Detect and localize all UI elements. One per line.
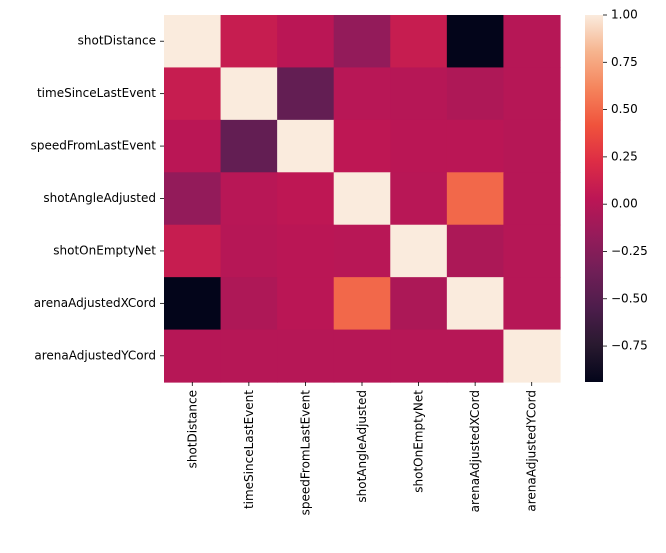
heatmap-cell [503, 119, 561, 173]
heatmap-cell [390, 119, 448, 173]
colorbar-tick-label: −0.50 [611, 291, 648, 305]
heatmap-cell [164, 329, 222, 383]
heatmap-cell [277, 15, 335, 69]
heatmap-cell [277, 119, 335, 173]
heatmap-cell [164, 172, 222, 226]
heatmap-cell [503, 277, 561, 331]
heatmap-cell [164, 277, 222, 331]
heatmap-cell [390, 15, 448, 69]
row-label: arenaAdjustedYCord [34, 348, 156, 362]
heatmap-cell [390, 224, 448, 278]
colorbar-tick-label: 0.50 [611, 102, 638, 116]
heatmap-cell [277, 67, 335, 121]
row-label: shotAngleAdjusted [43, 191, 156, 205]
heatmap-cell [503, 15, 561, 69]
column-label: shotOnEmptyNet [412, 390, 426, 493]
heatmap-cell [446, 224, 505, 278]
row-label: shotOnEmptyNet [53, 243, 156, 257]
heatmap-cell [164, 224, 222, 278]
row-label: timeSinceLastEvent [37, 86, 156, 100]
heatmap-cell [277, 224, 335, 278]
heatmap-cell [446, 15, 505, 69]
heatmap-cell [220, 172, 278, 226]
heatmap-cell [220, 119, 278, 173]
heatmap-cell [446, 277, 505, 331]
column-labels: shotDistance timeSinceLastEvent speedFromL… [185, 382, 539, 516]
column-label: arenaAdjustedXCord [468, 390, 482, 512]
heatmap-cell [333, 15, 391, 69]
heatmap-cell [277, 329, 335, 383]
heatmap-cell [446, 172, 505, 226]
colorbar-tick-label: 0.00 [611, 197, 638, 211]
colorbar-tick-label: −0.75 [611, 339, 648, 353]
heatmap-cell [164, 119, 222, 173]
heatmap-cell [164, 67, 222, 121]
row-label: arenaAdjustedXCord [34, 296, 156, 310]
heatmap-cell [220, 277, 278, 331]
column-label: arenaAdjustedYCord [525, 390, 539, 512]
heatmap-cell [333, 119, 391, 173]
heatmap-cell [446, 67, 505, 121]
heatmap-cells [164, 15, 561, 383]
heatmap-cell [220, 15, 278, 69]
heatmap-cell [390, 67, 448, 121]
heatmap-cell [164, 15, 222, 69]
heatmap-cell [503, 329, 561, 383]
heatmap-cell [333, 224, 391, 278]
row-labels: shotDistance timeSinceLastEvent speedFromL… [31, 34, 164, 362]
heatmap-cell [446, 329, 505, 383]
heatmap-cell [390, 172, 448, 226]
heatmap-cell [220, 67, 278, 121]
column-label: shotAngleAdjusted [355, 390, 369, 503]
heatmap-cell [503, 224, 561, 278]
colorbar-tick-label: 0.75 [611, 55, 638, 69]
column-label: shotDistance [185, 390, 199, 468]
heatmap-cell [220, 329, 278, 383]
heatmap-cell [333, 172, 391, 226]
colorbar-tick-label: 1.00 [611, 8, 638, 22]
colorbar-ticks: 1.00 0.75 0.50 0.25 0.00 −0.25 −0.50 −0.75 [603, 8, 648, 353]
row-label: speedFromLastEvent [31, 139, 157, 153]
heatmap-cell [333, 67, 391, 121]
column-label: speedFromLastEvent [298, 390, 312, 516]
heatmap-cell [446, 119, 505, 173]
heatmap-cell [503, 172, 561, 226]
colorbar-tick-label: 0.25 [611, 149, 638, 163]
column-label: timeSinceLastEvent [242, 390, 256, 509]
row-label: shotDistance [78, 34, 156, 48]
heatmap-cell [390, 277, 448, 331]
heatmap-cell [333, 329, 391, 383]
heatmap-cell [277, 277, 335, 331]
colorbar-gradient [585, 15, 603, 382]
heatmap-cell [390, 329, 448, 383]
heatmap-cell [333, 277, 391, 331]
heatmap-cell [220, 224, 278, 278]
colorbar: 1.00 0.75 0.50 0.25 0.00 −0.25 −0.50 −0.75 [585, 8, 648, 382]
heatmap-cell [503, 67, 561, 121]
colorbar-tick-label: −0.25 [611, 244, 648, 258]
heatmap-cell [277, 172, 335, 226]
